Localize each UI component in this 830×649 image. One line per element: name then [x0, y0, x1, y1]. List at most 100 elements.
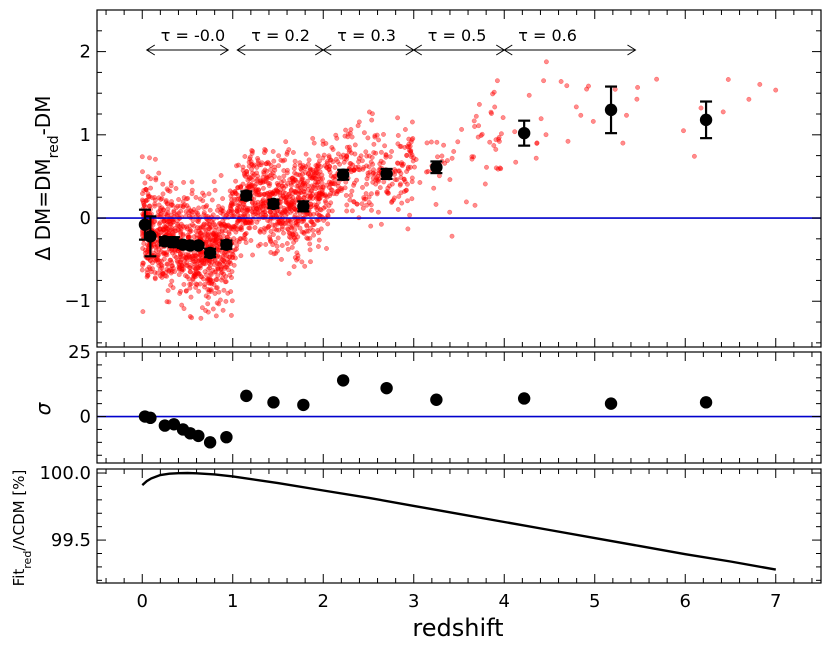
scatter-point: [404, 169, 409, 174]
scatter-point: [343, 192, 349, 198]
scatter-point: [265, 218, 271, 223]
scatter-point: [156, 252, 162, 258]
bottom-panel-ylabel: Fitred/ΛCDM [%]: [10, 470, 34, 587]
scatter-point: [313, 170, 319, 176]
scatter-point: [193, 281, 199, 287]
scatter-point: [280, 193, 286, 199]
scatter-point: [277, 190, 283, 196]
scatter-point: [253, 189, 259, 195]
scatter-point: [378, 221, 384, 227]
scatter-point: [338, 187, 344, 193]
significance-point: [167, 418, 181, 431]
scatter-point: [363, 191, 369, 197]
scatter-point: [318, 207, 324, 213]
scatter-point: [373, 150, 379, 156]
scatter-point: [153, 258, 159, 264]
scatter-point: [206, 191, 212, 197]
scatter-point: [212, 291, 218, 296]
scatter-point: [558, 79, 564, 84]
scatter-point: [140, 309, 146, 314]
scatter-point: [188, 228, 194, 234]
scatter-point: [279, 243, 285, 248]
scatter-point: [168, 248, 174, 254]
scatter-point: [187, 269, 193, 275]
significance-point: [297, 398, 310, 412]
scatter-point: [193, 274, 199, 279]
scatter-point: [395, 133, 401, 138]
scatter-point: [246, 176, 252, 182]
scatter-point: [292, 158, 298, 164]
scatter-point: [229, 226, 235, 232]
scatter-point: [284, 241, 290, 246]
scatter-point: [145, 272, 151, 278]
scatter-point: [329, 145, 335, 150]
scatter-point: [205, 301, 211, 307]
scatter-point: [409, 179, 415, 185]
scatter-point: [395, 168, 401, 174]
scatter-point: [205, 276, 211, 282]
scatter-point: [268, 229, 274, 234]
scatter-point: [372, 133, 378, 139]
scatter-point: [326, 166, 332, 172]
scatter-point: [235, 212, 241, 218]
scatter-point: [307, 191, 312, 197]
scatter-point: [199, 305, 205, 311]
scatter-point: [261, 192, 267, 198]
scatter-point: [370, 179, 376, 185]
scatter-point: [172, 253, 178, 259]
x-tick-label: 3: [408, 591, 419, 612]
scatter-point: [195, 219, 201, 225]
scatter-point: [143, 198, 149, 204]
scatter-point: [372, 134, 378, 140]
scatter-point: [395, 115, 400, 121]
scatter-point: [297, 195, 303, 201]
scatter-point: [193, 284, 199, 290]
scatter-point: [344, 208, 350, 214]
scatter-point: [578, 112, 584, 118]
scatter-point: [322, 198, 328, 204]
scatter-point: [283, 139, 289, 145]
scatter-point: [160, 181, 166, 187]
scatter-point: [220, 208, 226, 214]
tau-label: τ = -0.0: [161, 26, 225, 45]
scatter-point: [218, 270, 224, 276]
scatter-point: [156, 247, 162, 253]
scatter-point: [526, 92, 532, 98]
scatter-point: [410, 158, 416, 164]
scatter-point: [402, 127, 408, 132]
scatter-point: [292, 189, 298, 195]
scatter-point: [221, 287, 227, 293]
significance-point: [430, 393, 443, 406]
scatter-point: [184, 260, 190, 265]
scatter-point: [274, 188, 280, 194]
scatter-point: [187, 265, 193, 271]
scatter-point: [153, 175, 159, 181]
scatter-point: [158, 206, 163, 212]
scatter-point: [274, 248, 280, 254]
scatter-point: [408, 164, 413, 170]
scatter-point: [179, 266, 185, 272]
y-tick-label: 0: [80, 407, 91, 428]
scatter-point: [299, 164, 305, 170]
top-ylabel-main: Δ DM=DM: [31, 158, 55, 260]
scatter-point: [239, 207, 245, 213]
scatter-point: [304, 222, 309, 228]
scatter-point: [248, 182, 254, 188]
scatter-point: [543, 132, 549, 138]
scatter-point: [246, 159, 252, 165]
scatter-point: [235, 218, 241, 224]
scatter-point: [309, 175, 314, 181]
y-tick-label: 2: [80, 42, 91, 63]
scatter-point: [294, 183, 300, 189]
scatter-point: [322, 204, 328, 210]
scatter-point: [330, 159, 336, 165]
scatter-point: [228, 289, 234, 294]
scatter-point: [356, 119, 362, 125]
y-tick-label: 1: [80, 125, 91, 146]
scatter-point: [316, 176, 322, 182]
scatter-point: [289, 225, 295, 231]
scatter-point: [401, 177, 407, 182]
scatter-point: [248, 175, 254, 181]
scatter-point: [280, 210, 285, 216]
scatter-point: [442, 160, 448, 166]
